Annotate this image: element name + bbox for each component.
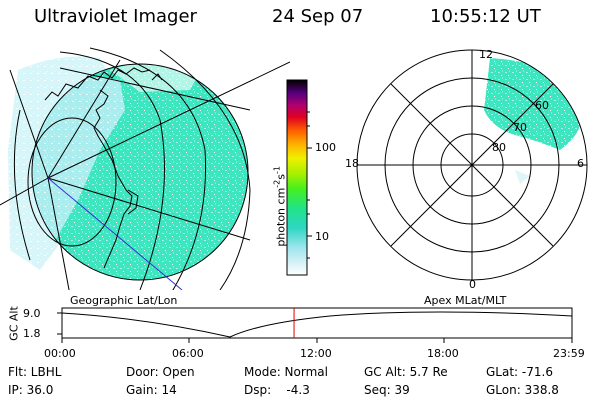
mlat-label-60: 60 (535, 99, 549, 112)
colorbar-tick-100: 100 (315, 141, 336, 154)
altitude-axis-title: GC Alt (7, 306, 21, 341)
mode-info: Mode: Normal (244, 365, 328, 379)
mlt-label-18: 18 (345, 157, 359, 170)
instrument-title: Ultraviolet Imager (34, 6, 197, 27)
polar-grid (356, 49, 588, 281)
mlt-label-12: 12 (479, 48, 493, 61)
colorbar-units-s: s (274, 173, 288, 180)
geographic-panel-label: Geographic Lat/Lon (70, 294, 178, 307)
gc-alt-info: GC Alt: 5.7 Re (364, 365, 448, 379)
mlat-label-80: 80 (492, 141, 506, 154)
colorbar-units-text: photon cm (274, 187, 288, 247)
geographic-grid (0, 47, 290, 290)
colorbar-tick-10: 10 (315, 230, 329, 243)
colorbar-units-label: photon cm-2s-1 (263, 113, 298, 313)
glon-info: GLon: 338.8 (486, 383, 559, 397)
colorbar-units-exp2: -1 (272, 166, 282, 174)
date-label: 24 Sep 07 (272, 6, 364, 27)
mlat-label-70: 70 (513, 121, 527, 134)
time-tick-0000: 00:00 (44, 347, 76, 360)
filter-info: Flt: LBHL (8, 365, 62, 379)
altitude-ymin: 1.8 (23, 327, 41, 340)
color-bar (286, 79, 312, 276)
door-info: Door: Open (126, 365, 195, 379)
geographic-image (8, 56, 248, 280)
ip-info: IP: 36.0 (8, 383, 54, 397)
time-label: 10:55:12 UT (430, 6, 541, 27)
time-tick-0600: 06:00 (172, 347, 204, 360)
glat-info: GLat: -71.6 (486, 365, 553, 379)
altitude-plot (57, 307, 573, 343)
mlt-label-0: 0 (469, 278, 476, 291)
coastline (44, 67, 163, 269)
time-tick-2359: 23:59 (553, 347, 585, 360)
dsp-info: Dsp: -4.3 (244, 383, 310, 397)
seq-info: Seq: 39 (364, 383, 410, 397)
altitude-ymax: 9.0 (23, 307, 41, 320)
time-tick-1800: 18:00 (427, 347, 459, 360)
gain-info: Gain: 14 (126, 383, 177, 397)
time-tick-1200: 12:00 (300, 347, 332, 360)
mlt-label-6: 6 (577, 157, 584, 170)
colorbar-units-exp1: -2 (272, 179, 282, 188)
apex-panel-label: Apex MLat/MLT (424, 294, 507, 307)
